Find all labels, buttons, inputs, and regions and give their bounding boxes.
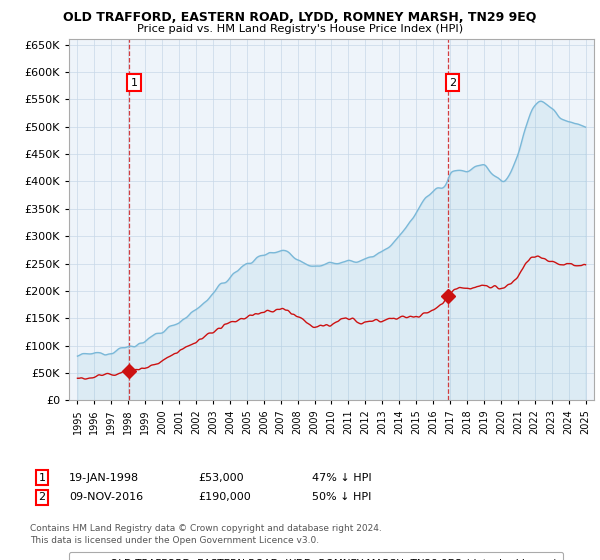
Text: 50% ↓ HPI: 50% ↓ HPI — [312, 492, 371, 502]
Text: 2: 2 — [449, 77, 456, 87]
Text: This data is licensed under the Open Government Licence v3.0.: This data is licensed under the Open Gov… — [30, 536, 319, 545]
Text: OLD TRAFFORD, EASTERN ROAD, LYDD, ROMNEY MARSH, TN29 9EQ: OLD TRAFFORD, EASTERN ROAD, LYDD, ROMNEY… — [64, 11, 536, 24]
Text: 09-NOV-2016: 09-NOV-2016 — [69, 492, 143, 502]
Text: 47% ↓ HPI: 47% ↓ HPI — [312, 473, 371, 483]
Text: 2: 2 — [38, 492, 46, 502]
Text: Price paid vs. HM Land Registry's House Price Index (HPI): Price paid vs. HM Land Registry's House … — [137, 24, 463, 34]
Text: £190,000: £190,000 — [198, 492, 251, 502]
Text: 1: 1 — [38, 473, 46, 483]
Legend: OLD TRAFFORD, EASTERN ROAD, LYDD, ROMNEY MARSH, TN29 9EQ (detached house), HPI: : OLD TRAFFORD, EASTERN ROAD, LYDD, ROMNEY… — [69, 552, 563, 560]
Text: Contains HM Land Registry data © Crown copyright and database right 2024.: Contains HM Land Registry data © Crown c… — [30, 524, 382, 533]
Text: 19-JAN-1998: 19-JAN-1998 — [69, 473, 139, 483]
Text: £53,000: £53,000 — [198, 473, 244, 483]
Text: 1: 1 — [131, 77, 138, 87]
